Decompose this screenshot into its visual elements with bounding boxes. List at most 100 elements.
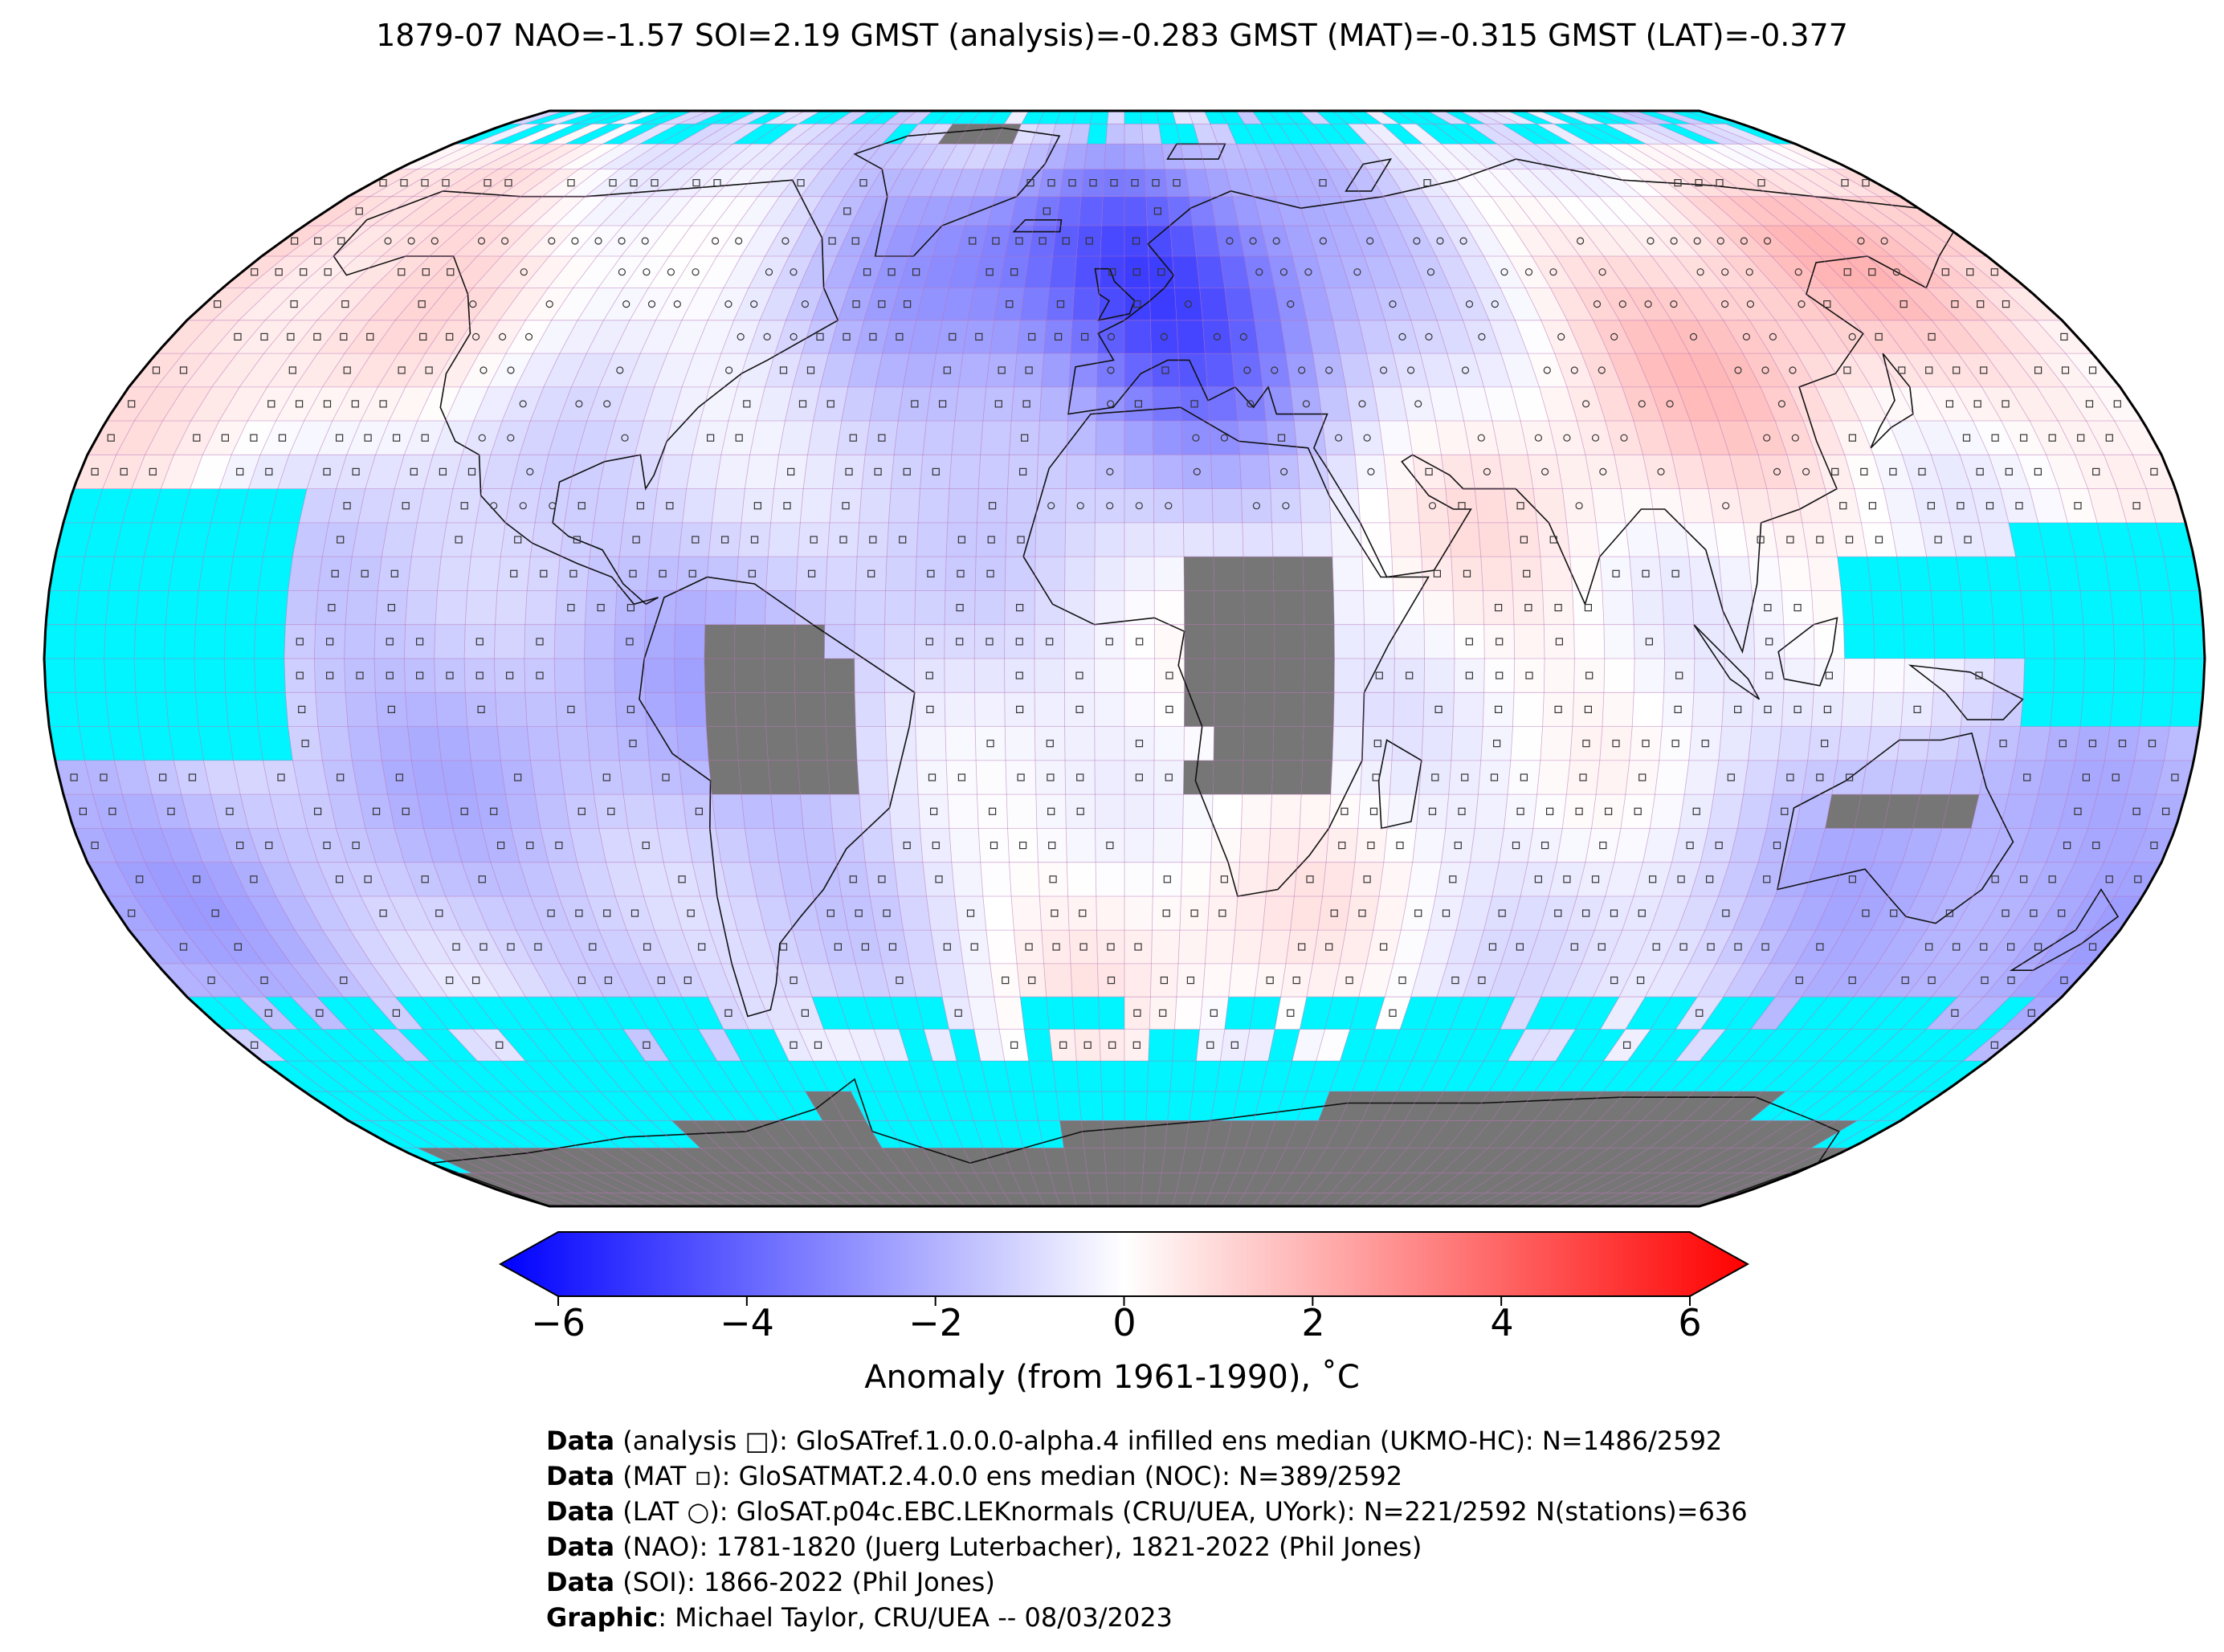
- grid-cell: [737, 930, 775, 964]
- analysis-marker: [1848, 875, 1856, 883]
- grid-cell: [1263, 896, 1295, 931]
- grid-cell: [1039, 896, 1070, 931]
- grid-cell: [475, 488, 512, 523]
- grid-cell: [659, 144, 715, 169]
- grid-cell: [1329, 144, 1367, 169]
- grid-cell: [863, 124, 902, 145]
- analysis-marker: [1319, 179, 1327, 187]
- grid-cell: [1066, 455, 1096, 489]
- grid-cell: [768, 760, 801, 795]
- grid-cell: [1239, 455, 1271, 489]
- grid-cell: [161, 828, 203, 863]
- grid-cell: [874, 1029, 909, 1061]
- grid-cell: [347, 1029, 406, 1061]
- grid-cell: [714, 1173, 765, 1193]
- grid-cell: [265, 288, 323, 320]
- grid-cell: [1340, 196, 1376, 226]
- grid-cell: [135, 692, 169, 727]
- grid-cell: [658, 1173, 712, 1193]
- analysis-marker: [1549, 536, 1557, 544]
- grid-cell: [1467, 169, 1513, 197]
- analysis-marker: [415, 671, 424, 679]
- grid-cell: [737, 1091, 780, 1121]
- grid-cell: [317, 726, 353, 761]
- grid-cell: [1826, 997, 1880, 1030]
- analysis-marker: [179, 366, 188, 374]
- grid-cell: [181, 488, 220, 523]
- grid-cell: [686, 455, 721, 489]
- grid-cell: [519, 862, 559, 896]
- grid-cell: [2146, 488, 2186, 523]
- grid-cell: [854, 624, 885, 659]
- grid-cell: [1899, 896, 1945, 931]
- grid-cell: [1532, 1029, 1576, 1061]
- analysis-marker: [903, 841, 911, 850]
- grid-cell: [1095, 794, 1124, 829]
- grid-cell: [1094, 659, 1124, 693]
- analysis-marker: [735, 434, 743, 442]
- grid-cell: [949, 256, 981, 288]
- grid-cell: [394, 196, 456, 226]
- analysis-marker: [994, 400, 1002, 408]
- grid-cell: [1043, 1148, 1069, 1173]
- grid-cell: [836, 421, 870, 455]
- grid-cell: [1487, 169, 1535, 197]
- grid-cell: [1958, 930, 2010, 964]
- grid-cell: [145, 421, 191, 455]
- grid-cell: [1762, 226, 1820, 256]
- grid-cell: [914, 590, 945, 625]
- grid-cell: [598, 1029, 646, 1061]
- grid-cell: [1534, 144, 1589, 169]
- longitude-line: [1508, 111, 1846, 1206]
- grid-cell: [1313, 1173, 1349, 1193]
- analysis-marker: [903, 467, 911, 476]
- grid-cell: [1064, 590, 1095, 625]
- grid-cell: [1585, 455, 1621, 489]
- grid-cell: [1689, 930, 1733, 964]
- grid-cell: [1622, 386, 1663, 421]
- grid-cell: [714, 1091, 758, 1121]
- grid-cell: [1603, 1061, 1652, 1091]
- grid-cell: [942, 288, 974, 320]
- grid-cell: [240, 794, 278, 829]
- grid-cell: [558, 1148, 622, 1173]
- grid-cell: [1443, 1193, 1485, 1206]
- grid-cell: [720, 1148, 770, 1173]
- grid-cell: [660, 111, 709, 124]
- anomaly-cells: [44, 111, 2205, 1206]
- grid-cell: [1241, 794, 1272, 829]
- grid-cell: [1470, 828, 1504, 863]
- grid-cell: [1519, 1173, 1573, 1193]
- grid-cell: [1124, 963, 1152, 997]
- longitude-line: [1156, 111, 1185, 1206]
- grid-cell: [1720, 1148, 1791, 1173]
- grid-cell: [1328, 488, 1361, 523]
- grid-cell: [1662, 692, 1694, 727]
- grid-cell: [1579, 1029, 1626, 1061]
- grid-cell: [841, 144, 883, 169]
- analysis-marker: [1638, 909, 1646, 917]
- analysis-marker: [2088, 366, 2097, 374]
- grid-cell: [374, 624, 406, 659]
- grid-cell: [848, 1029, 885, 1061]
- grid-cell: [733, 288, 774, 320]
- grid-cell: [1297, 828, 1329, 863]
- grid-cell: [1667, 1193, 1726, 1206]
- longitude-line: [704, 111, 901, 1206]
- grid-cell: [213, 997, 273, 1030]
- grid-cell: [422, 256, 478, 288]
- grid-cell: [728, 896, 765, 931]
- analysis-marker: [1951, 1009, 1959, 1018]
- analysis-marker: [1715, 841, 1723, 850]
- grid-cell: [1383, 1091, 1421, 1121]
- grid-cell: [1154, 624, 1185, 659]
- grid-cell: [1244, 1029, 1275, 1061]
- grid-cell: [1270, 794, 1302, 829]
- grid-cell: [1786, 828, 1826, 863]
- grid-cell: [1381, 1173, 1423, 1193]
- station-marker: [571, 237, 579, 245]
- grid-cell: [495, 590, 528, 625]
- grid-cell: [982, 386, 1014, 421]
- analysis-marker: [2148, 740, 2157, 748]
- analysis-marker: [2092, 467, 2100, 476]
